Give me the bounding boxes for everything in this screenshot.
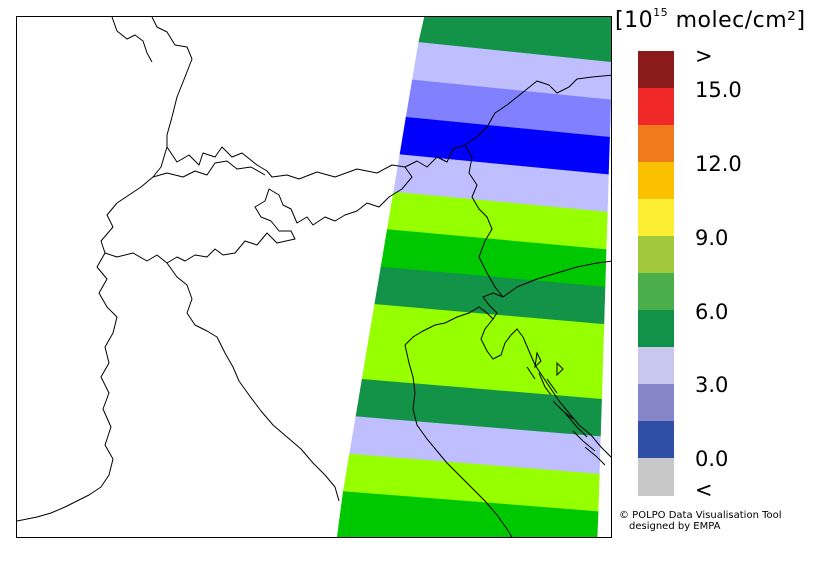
colorbar-cell [638, 310, 674, 348]
country-borders [17, 17, 611, 522]
legend-title-exponent: 15 [653, 5, 669, 19]
colorbar-cell [638, 384, 674, 422]
border-italy-inner [166, 262, 340, 502]
legend-title-base: [10 [615, 8, 654, 33]
colorbar-cell [638, 51, 674, 89]
legend-label-12: 12.0 [695, 152, 742, 176]
coast-croatia [522, 336, 611, 458]
swath-band[interactable] [336, 491, 599, 538]
border-italy-slovenia [464, 144, 504, 298]
colorbar-cell [638, 199, 674, 237]
colorbar-cell [638, 236, 674, 274]
map-canvas[interactable] [17, 17, 612, 538]
credit-line-1: © POLPO Data Visualisation Tool [619, 510, 782, 521]
croatian-islands [526, 366, 606, 466]
coast-islands-small [534, 351, 564, 377]
colorbar [638, 51, 674, 496]
map-panel[interactable] [16, 16, 612, 538]
coastlines [404, 292, 611, 537]
colorbar-cell [638, 162, 674, 200]
legend-label-6: 6.0 [695, 300, 729, 324]
legend-label-9: 9.0 [695, 226, 729, 250]
legend-title-units: molec/cm²] [668, 8, 806, 33]
legend-title: [1015 molec/cm²] [615, 5, 806, 33]
border-switzerland-north [152, 160, 266, 178]
border-france-west [111, 17, 153, 63]
border-switzerland [100, 146, 413, 264]
legend-label-15: 15.0 [695, 78, 742, 102]
coast-italy-east [404, 344, 513, 537]
legend-label-over: > [695, 44, 713, 68]
colorbar-cell [638, 421, 674, 459]
colorbar-cell [638, 273, 674, 311]
coast-istria [480, 318, 524, 360]
legend-label-0: 0.0 [695, 447, 729, 471]
colorbar-cell [638, 125, 674, 163]
colorbar-cell [638, 347, 674, 385]
credit-line-2: designed by EMPA [629, 521, 721, 532]
swath-band[interactable] [418, 17, 612, 63]
colorbar-cell [638, 458, 674, 496]
border-france-germany [151, 17, 193, 147]
legend-label-under: < [695, 478, 713, 502]
satellite-swath [336, 17, 612, 538]
border-slovenia-croatia [502, 260, 611, 298]
coast-adriatic-north [404, 292, 504, 346]
border-austria-italy [404, 74, 611, 168]
border-france-italy [17, 252, 118, 522]
legend-label-3: 3.0 [695, 373, 729, 397]
credit-text: © POLPO Data Visualisation Tool designed… [619, 510, 782, 532]
colorbar-cell [638, 88, 674, 126]
